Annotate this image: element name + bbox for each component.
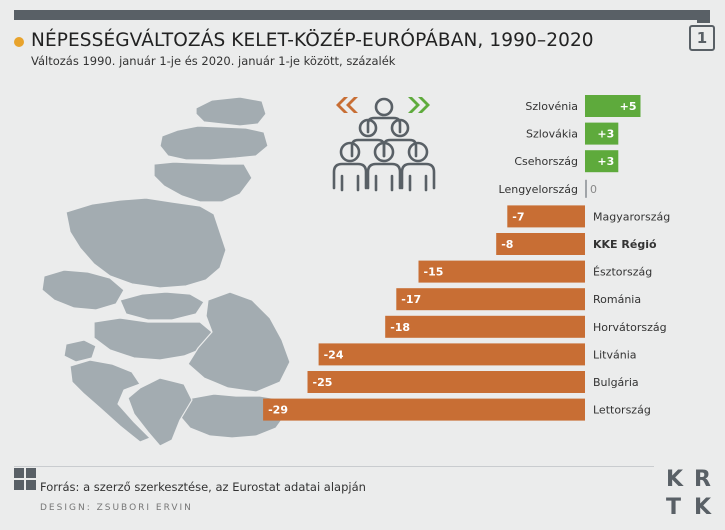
value-label: -17 bbox=[401, 293, 421, 306]
top-bar-corner bbox=[697, 10, 710, 23]
left-arrows-icon bbox=[336, 97, 358, 113]
top-bar bbox=[14, 10, 710, 20]
category-label: Litvánia bbox=[593, 348, 637, 361]
bar-2 bbox=[585, 150, 619, 173]
chart-title: NÉPESSÉGVÁLTOZÁS KELET-KÖZÉP-EURÓPÁBAN, … bbox=[31, 30, 594, 51]
value-label: -18 bbox=[390, 321, 410, 334]
value-label: -7 bbox=[512, 210, 524, 223]
map-romania bbox=[187, 291, 291, 393]
map-slovenia bbox=[63, 339, 97, 363]
map-slovakia bbox=[119, 291, 205, 321]
value-label: 0 bbox=[590, 183, 597, 196]
people-icon bbox=[332, 97, 436, 192]
map-lithuania bbox=[153, 161, 253, 203]
logo-letter: T bbox=[666, 495, 682, 520]
bar-3 bbox=[585, 179, 587, 198]
bar-7 bbox=[396, 288, 585, 311]
value-label: -15 bbox=[424, 266, 444, 279]
value-label: -24 bbox=[324, 348, 344, 361]
map-poland bbox=[65, 197, 227, 289]
map-croatia bbox=[69, 359, 151, 443]
value-label: -29 bbox=[268, 404, 288, 417]
value-label: +3 bbox=[597, 128, 614, 141]
value-label: -25 bbox=[313, 376, 333, 389]
bar-4 bbox=[507, 205, 585, 228]
bar-0 bbox=[585, 95, 641, 117]
value-label: +3 bbox=[597, 155, 614, 168]
source-note: Forrás: a szerző szerkesztése, az Eurost… bbox=[40, 480, 366, 494]
map-latvia bbox=[159, 125, 269, 161]
map-balkans bbox=[127, 377, 193, 447]
category-label: KKE Régió bbox=[593, 238, 657, 251]
category-label: Magyarország bbox=[593, 210, 670, 223]
category-label: Románia bbox=[593, 293, 641, 306]
krtk-logo: K R T K bbox=[664, 466, 716, 522]
bar-11 bbox=[263, 398, 585, 421]
bar-8 bbox=[385, 315, 585, 338]
value-label: -8 bbox=[501, 238, 513, 251]
map-estonia bbox=[195, 96, 267, 127]
map-czechia bbox=[41, 269, 125, 311]
source-grid-icon bbox=[14, 468, 36, 490]
logo-letter: K bbox=[666, 467, 684, 492]
logo-letter: K bbox=[694, 495, 712, 520]
chart-subtitle: Változás 1990. január 1-je és 2020. janu… bbox=[31, 54, 396, 68]
bar-1 bbox=[585, 122, 619, 145]
design-credit: DESIGN: ZSUBORI ERVIN bbox=[40, 503, 193, 513]
logo-letter: R bbox=[694, 467, 711, 492]
right-arrows-icon bbox=[408, 97, 430, 113]
chart-number-badge: 1 bbox=[689, 25, 715, 51]
value-label: +5 bbox=[620, 100, 637, 113]
category-label: Horvátország bbox=[593, 321, 667, 334]
category-label: Csehország bbox=[514, 155, 578, 168]
category-label: Észtország bbox=[593, 266, 652, 279]
bar-5 bbox=[496, 233, 585, 255]
bar-10 bbox=[307, 371, 585, 393]
category-label: Lengyelország bbox=[499, 183, 578, 196]
bar-6 bbox=[418, 260, 585, 283]
category-label: Szlovénia bbox=[525, 100, 578, 113]
category-label: Bulgária bbox=[593, 376, 639, 389]
category-label: Szlovákia bbox=[526, 128, 578, 141]
bar-9 bbox=[318, 343, 585, 366]
footer-divider bbox=[14, 466, 654, 467]
title-bullet bbox=[14, 37, 24, 47]
map-bulgaria bbox=[177, 393, 287, 439]
category-label: Lettország bbox=[593, 404, 651, 417]
